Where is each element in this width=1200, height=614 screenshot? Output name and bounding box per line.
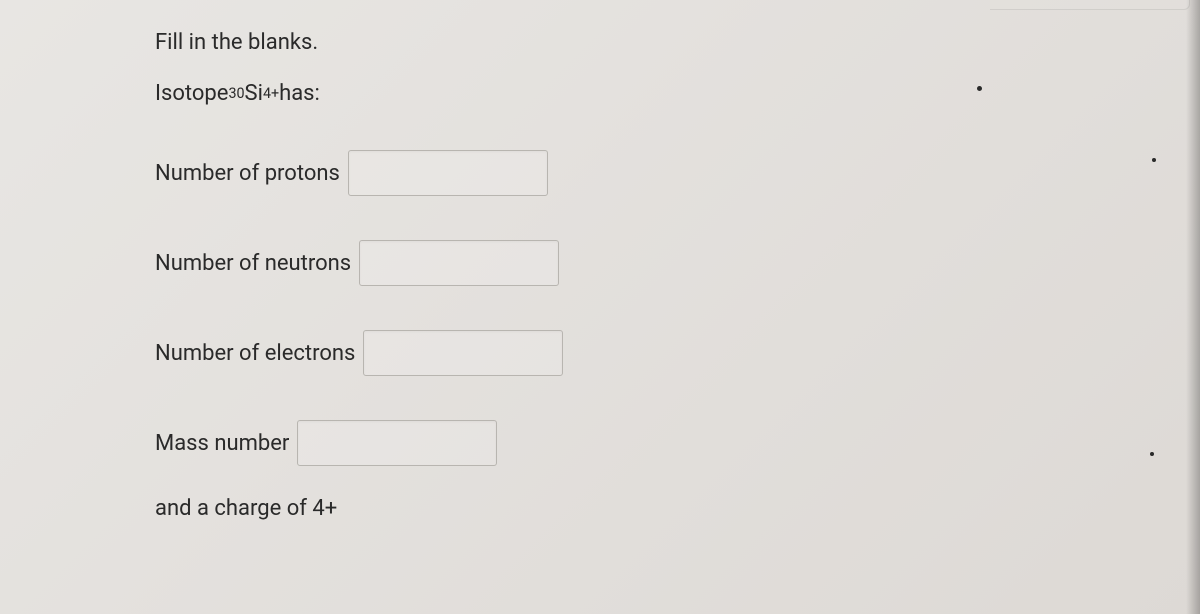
- mass-input[interactable]: [297, 420, 497, 466]
- protons-input[interactable]: [348, 150, 548, 196]
- charge-text: and a charge of 4+: [155, 496, 1200, 521]
- page-edge-shadow: [1186, 0, 1200, 614]
- speck-icon: [1152, 158, 1156, 162]
- neutrons-label: Number of neutrons: [155, 251, 351, 276]
- isotope-symbol: Si: [245, 81, 263, 106]
- electrons-input[interactable]: [363, 330, 563, 376]
- speck-icon: [977, 86, 982, 91]
- mass-label: Mass number: [155, 431, 289, 456]
- question-content: Fill in the blanks. Isotope 30 Si 4+ has…: [0, 0, 1200, 521]
- neutrons-input[interactable]: [359, 240, 559, 286]
- speck-icon: [1150, 452, 1154, 456]
- neutrons-row: Number of neutrons: [155, 240, 1200, 286]
- electrons-label: Number of electrons: [155, 341, 355, 366]
- instruction-text: Fill in the blanks.: [155, 30, 1200, 55]
- isotope-prefix: Isotope: [155, 81, 228, 106]
- isotope-line: Isotope 30 Si 4+ has:: [155, 81, 1200, 106]
- electrons-row: Number of electrons: [155, 330, 1200, 376]
- isotope-suffix: has:: [279, 81, 320, 106]
- protons-label: Number of protons: [155, 161, 340, 186]
- top-edge-decoration: [990, 0, 1190, 10]
- mass-row: Mass number: [155, 420, 1200, 466]
- protons-row: Number of protons: [155, 150, 1200, 196]
